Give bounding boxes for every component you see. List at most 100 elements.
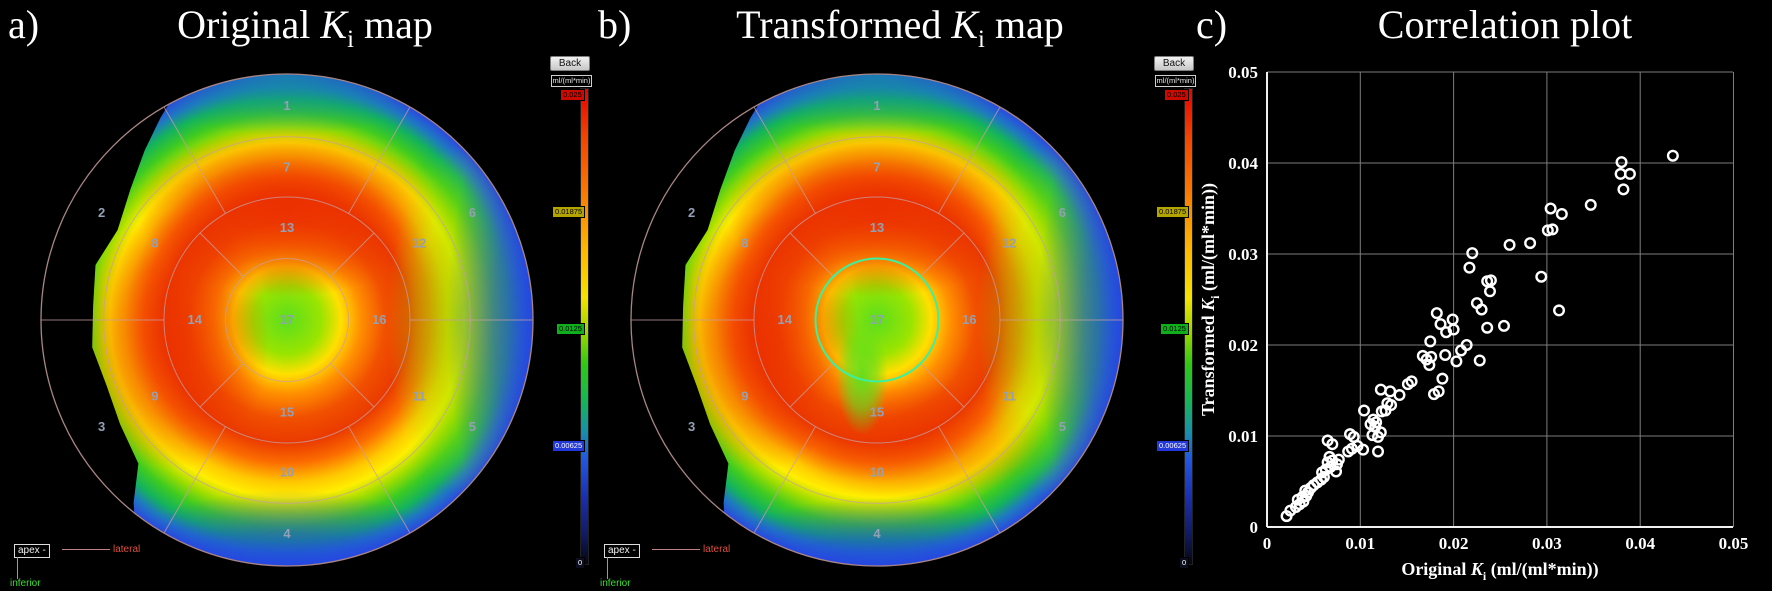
y-tick-label: 0.03 bbox=[1228, 245, 1258, 264]
panel-a-title-k: K bbox=[320, 2, 348, 47]
data-point bbox=[1481, 321, 1494, 334]
panel-b-label: b) bbox=[598, 2, 632, 47]
panel-c-label: c) bbox=[1196, 2, 1228, 47]
data-point bbox=[1463, 261, 1476, 274]
segment-number: 17 bbox=[280, 312, 294, 327]
panel-a-label: a) bbox=[8, 2, 40, 47]
data-point bbox=[1357, 443, 1370, 456]
data-point bbox=[1434, 318, 1447, 331]
data-point bbox=[1466, 247, 1479, 260]
data-point bbox=[1615, 156, 1628, 169]
segment-grid bbox=[631, 106, 1123, 534]
segment-number: 12 bbox=[1002, 236, 1016, 251]
y-tick-label: 0.04 bbox=[1228, 154, 1258, 173]
segment-number: 2 bbox=[98, 205, 105, 220]
segment-number: 14 bbox=[778, 312, 793, 327]
segment-number: 9 bbox=[741, 388, 748, 403]
segment-number: 16 bbox=[962, 312, 976, 327]
data-point bbox=[1473, 354, 1486, 367]
data-point bbox=[1535, 270, 1548, 283]
back-button[interactable]: Back bbox=[1154, 56, 1194, 71]
panel-b-title-sub: i bbox=[978, 26, 985, 53]
data-point bbox=[1374, 426, 1387, 439]
segment-number: 12 bbox=[412, 236, 426, 251]
data-point bbox=[1424, 335, 1437, 348]
panel-b-title-pre: Transformed bbox=[736, 2, 952, 47]
panel-b-title-k: K bbox=[951, 2, 979, 47]
data-point bbox=[1385, 399, 1398, 412]
segment-number: 13 bbox=[280, 220, 294, 235]
segment-number: 4 bbox=[873, 526, 881, 541]
colorbar-tick-value: 0.0125 bbox=[1160, 323, 1189, 335]
panel-a-title-pre: Original bbox=[177, 2, 321, 47]
data-point bbox=[1553, 304, 1566, 317]
segment-number: 15 bbox=[870, 404, 884, 419]
colorbar-tick-value: 0 bbox=[1179, 557, 1190, 569]
data-point bbox=[1439, 349, 1452, 362]
colorbar-tick-value: 0.00625 bbox=[1156, 440, 1190, 452]
data-point bbox=[1541, 224, 1554, 237]
data-point bbox=[1326, 438, 1339, 451]
outer-rim-circle bbox=[630, 73, 1124, 567]
data-point bbox=[1623, 167, 1636, 180]
data-point bbox=[1436, 372, 1449, 385]
y-tick-label: 0.05 bbox=[1228, 63, 1258, 82]
panel-c-title: Correlation plot bbox=[1377, 2, 1633, 47]
segment-number: 10 bbox=[280, 465, 294, 480]
segment-number: 1 bbox=[873, 98, 880, 113]
apex-green-tongue bbox=[836, 319, 888, 435]
segment-number: 17 bbox=[870, 312, 884, 327]
data-point bbox=[1447, 323, 1460, 336]
segment-number: 11 bbox=[1002, 388, 1016, 403]
segment-number: 1 bbox=[283, 98, 290, 113]
inferior-label: inferior bbox=[10, 578, 41, 589]
segment-number: 2 bbox=[688, 205, 695, 220]
data-point bbox=[1374, 383, 1387, 396]
colorbar-tick-value: 0.01875 bbox=[552, 206, 586, 218]
y-tick-label: 0 bbox=[1250, 518, 1259, 537]
segment-number: 5 bbox=[469, 419, 476, 434]
y-tick-label: 0.02 bbox=[1228, 336, 1258, 355]
data-point bbox=[1432, 385, 1445, 398]
x-tick-label: 0 bbox=[1263, 534, 1272, 553]
segment-number: 15 bbox=[280, 404, 294, 419]
panel-a-title-sub: i bbox=[347, 26, 354, 53]
data-point bbox=[1484, 274, 1497, 287]
back-button[interactable]: Back bbox=[550, 56, 590, 71]
data-point bbox=[1440, 326, 1453, 339]
x-tick-label: 0.05 bbox=[1719, 534, 1749, 553]
data-point bbox=[1524, 237, 1537, 250]
parametric-color-field bbox=[41, 74, 533, 566]
data-point bbox=[1555, 207, 1568, 220]
panel-a-title: Original Ki map bbox=[90, 2, 520, 63]
data-point bbox=[1423, 359, 1436, 372]
colorbar-tick-value: 0.00625 bbox=[552, 440, 586, 452]
x-tick-label: 0.02 bbox=[1439, 534, 1469, 553]
data-point bbox=[1475, 303, 1488, 316]
data-point bbox=[1430, 307, 1443, 320]
data-point bbox=[1367, 413, 1380, 426]
segment-number: 3 bbox=[98, 419, 105, 434]
data-point bbox=[1617, 183, 1630, 196]
lateral-axis-line bbox=[652, 549, 700, 550]
x-tick-label: 0.04 bbox=[1625, 534, 1655, 553]
data-point bbox=[1393, 389, 1406, 402]
data-point bbox=[1503, 238, 1516, 251]
data-point bbox=[1546, 223, 1559, 236]
lateral-axis-line bbox=[62, 549, 110, 550]
data-point bbox=[1330, 465, 1343, 478]
missing-data-wedge bbox=[41, 101, 171, 516]
colorbar-tick-value: 0.0125 bbox=[556, 323, 585, 335]
data-point bbox=[1446, 313, 1459, 326]
data-point bbox=[1666, 149, 1679, 162]
segment-number: 6 bbox=[469, 205, 476, 220]
inferior-axis-line bbox=[17, 557, 18, 579]
segment-grid bbox=[41, 106, 533, 534]
data-point bbox=[1358, 404, 1371, 417]
segment-number: 9 bbox=[151, 388, 158, 403]
segment-number: 3 bbox=[688, 419, 695, 434]
segment-number: 10 bbox=[870, 465, 884, 480]
inferior-label: inferior bbox=[600, 578, 631, 589]
